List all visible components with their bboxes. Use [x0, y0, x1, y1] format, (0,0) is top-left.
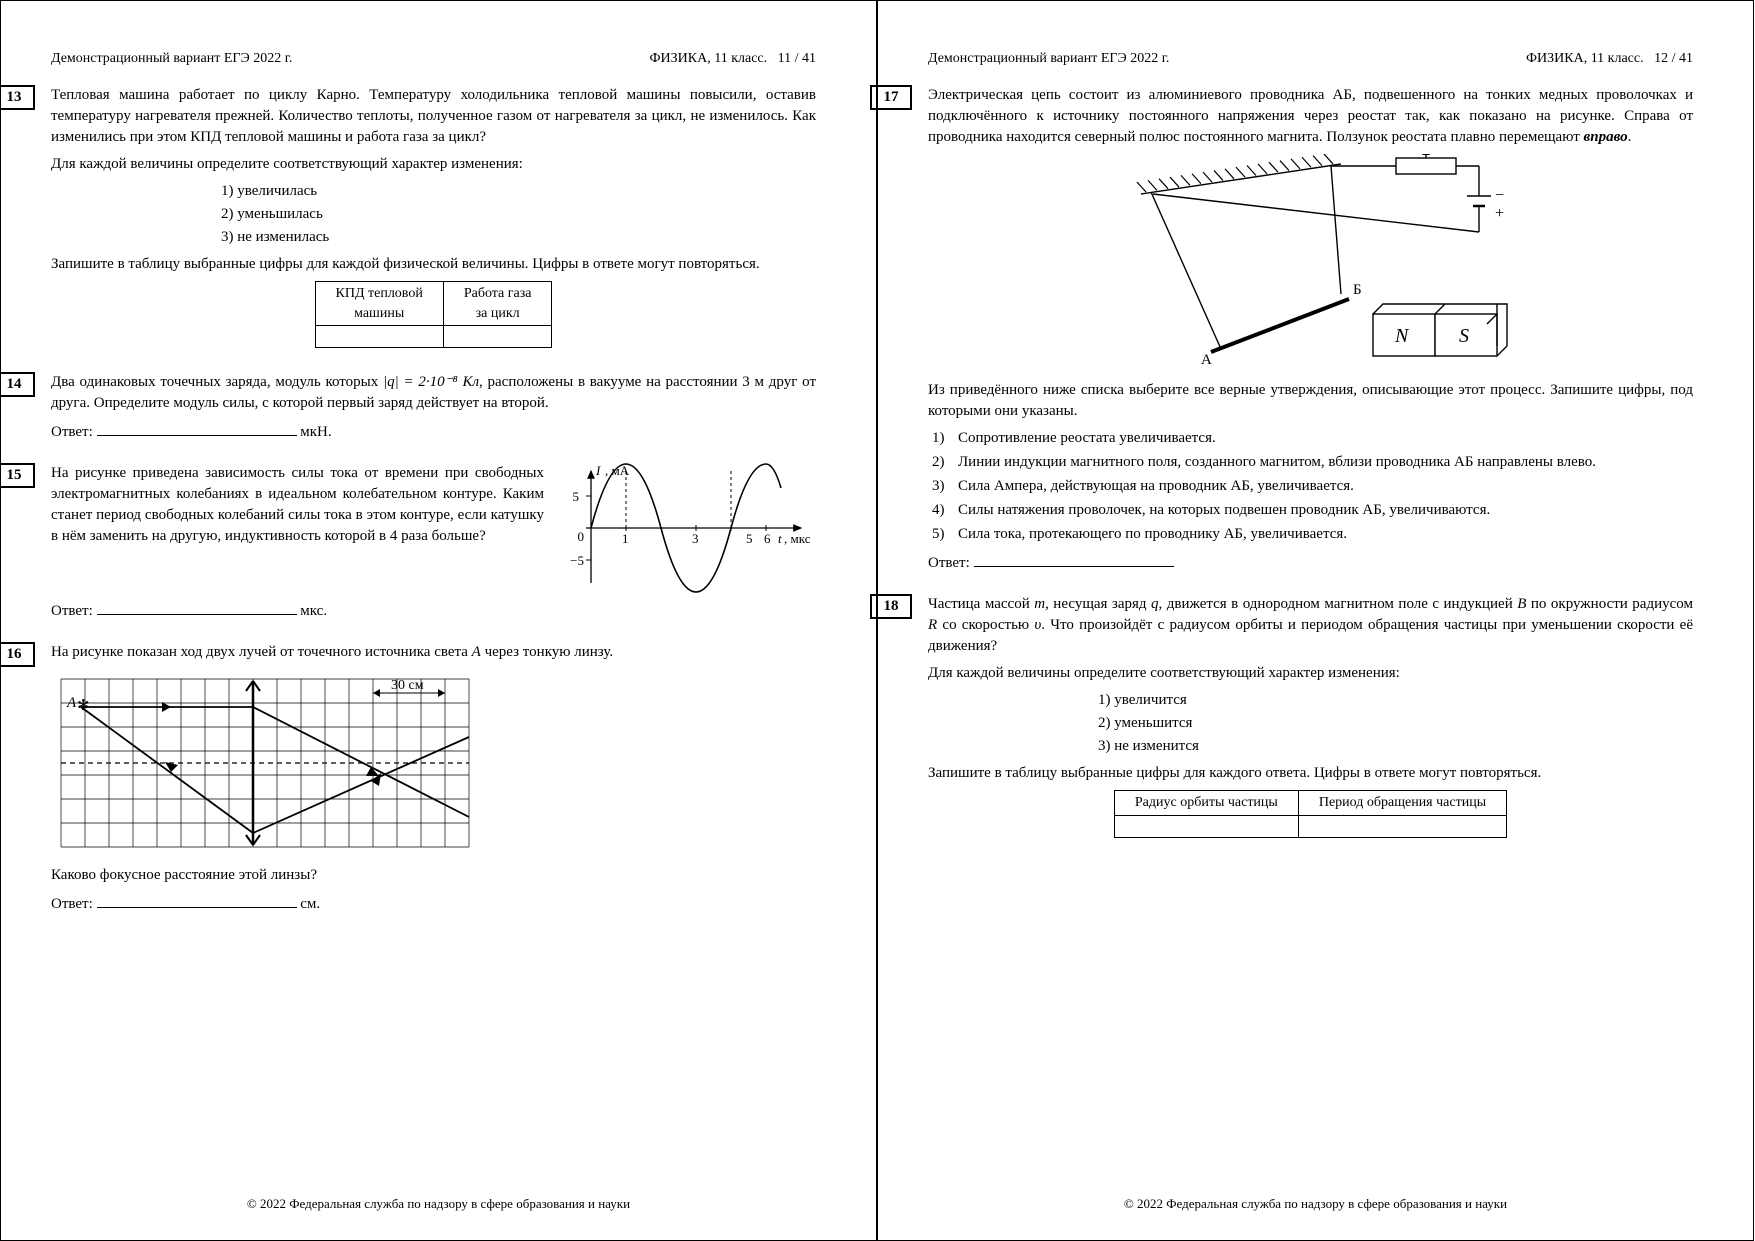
qnum-15: 15 [0, 463, 35, 488]
q15-answer-blank[interactable] [97, 601, 297, 615]
footer-right: © 2022 Федеральная служба по надзору в с… [878, 1196, 1753, 1212]
q17-text: Электрическая цепь состоит из алюминиево… [928, 85, 1693, 148]
svg-text:+: + [1495, 205, 1504, 222]
q16-question2: Каково фокусное расстояние этой линзы? [51, 865, 816, 886]
header: Демонстрационный вариант ЕГЭ 2022 г. ФИЗ… [51, 51, 816, 67]
qnum-17: 17 [870, 85, 912, 110]
q16-answer: Ответ: см. [51, 894, 816, 915]
qnum-18: 18 [870, 594, 912, 619]
question-16: 16 На рисунке показан ход двух лучей от … [51, 642, 816, 921]
qnum-13: 13 [0, 85, 35, 110]
q16-answer-blank[interactable] [97, 894, 297, 908]
svg-text:Б: Б [1353, 282, 1362, 298]
svg-text:0: 0 [578, 529, 585, 544]
q18-answer-cell-1[interactable] [1114, 815, 1298, 837]
svg-text:5: 5 [573, 489, 580, 504]
q17-options: 1)Сопротивление реостата увеличивается. … [932, 428, 1693, 545]
svg-text:A: A [66, 695, 77, 711]
header-r: Демонстрационный вариант ЕГЭ 2022 г. ФИЗ… [928, 51, 1693, 67]
q14-text: Два одинаковых точечных заряда, модуль к… [51, 372, 816, 414]
question-14: 14 Два одинаковых точечных заряда, модул… [51, 372, 816, 449]
question-15: 1 5 На рисунке приведена зависимость силы… [51, 463, 816, 628]
q16-text: На рисунке показан ход двух лучей от точ… [51, 642, 816, 663]
svg-text:30 см: 30 см [391, 678, 424, 693]
q18-options: 1) увеличится 2) уменьшится 3) не измени… [1098, 690, 1693, 757]
qnum-16: 16 [0, 642, 35, 667]
q13-answer-cell-2[interactable] [443, 326, 552, 348]
question-18: 18 Частица массой m, несущая заряд q, дв… [928, 594, 1693, 848]
q15-answer: Ответ: мкс. [51, 601, 816, 622]
circuit-diagram: А Б − + N S [1081, 154, 1541, 374]
q18-text: Частица массой m, несущая заряд q, движе… [928, 594, 1693, 657]
q14-answer-blank[interactable] [97, 422, 297, 436]
right-page: Демонстрационный вариант ЕГЭ 2022 г. ФИЗ… [877, 0, 1754, 1241]
svg-text:t: t [778, 531, 782, 546]
qnum-14: 14 [0, 372, 35, 397]
svg-text:А: А [1201, 352, 1212, 368]
question-17: 17 Электрическая цепь состоит из алюмини… [928, 85, 1693, 580]
q18-answer-cell-2[interactable] [1298, 815, 1506, 837]
q13-text: Тепловая машина работает по циклу Карно.… [51, 85, 816, 148]
lens-diagram: A ✻ 30 см [51, 669, 491, 859]
svg-text:, мкс: , мкс [784, 531, 811, 546]
svg-text:5: 5 [746, 531, 753, 546]
header-left: Демонстрационный вариант ЕГЭ 2022 г. [51, 51, 292, 67]
oscillation-chart: I , мА t, мкс 5 0 −5 1 3 5 6 [556, 463, 816, 593]
svg-text:S: S [1459, 325, 1469, 347]
q13-instr: Для каждой величины определите соответст… [51, 154, 816, 175]
q18-table: Радиус орбиты частицыПериод обращения ча… [1114, 790, 1507, 838]
svg-text:−5: −5 [570, 553, 584, 568]
svg-text:, мА: , мА [605, 463, 630, 478]
header-right: ФИЗИКА, 11 класс. 11 / 41 [649, 51, 816, 67]
q13-options: 1) увеличилась 2) уменьшилась 3) не изме… [221, 181, 816, 248]
q13-answer-cell-1[interactable] [315, 326, 443, 348]
svg-text:6: 6 [764, 531, 771, 546]
svg-text:I: I [595, 463, 601, 478]
left-page: Демонстрационный вариант ЕГЭ 2022 г. ФИЗ… [0, 0, 877, 1241]
svg-text:N: N [1394, 325, 1410, 347]
q13-instr2: Запишите в таблицу выбранные цифры для к… [51, 254, 816, 275]
q13-table: КПД тепловоймашины Работа газаза цикл [315, 281, 553, 348]
q17-answer-blank[interactable] [974, 553, 1174, 567]
q17-answer: Ответ: [928, 553, 1693, 574]
q18-instr: Для каждой величины определите соответст… [928, 663, 1693, 684]
svg-text:3: 3 [692, 531, 699, 546]
svg-text:1: 1 [622, 531, 629, 546]
q14-answer: Ответ: мкН. [51, 422, 816, 443]
question-13: 13 Тепловая машина работает по циклу Кар… [51, 85, 816, 358]
q18-instr2: Запишите в таблицу выбранные цифры для к… [928, 763, 1693, 784]
q15-text: На рисунке приведена зависимость силы то… [51, 463, 544, 587]
svg-text:−: − [1495, 187, 1504, 204]
q17-instr: Из приведённого ниже списка выберите все… [928, 380, 1693, 422]
footer-left: © 2022 Федеральная служба по надзору в с… [1, 1196, 876, 1212]
